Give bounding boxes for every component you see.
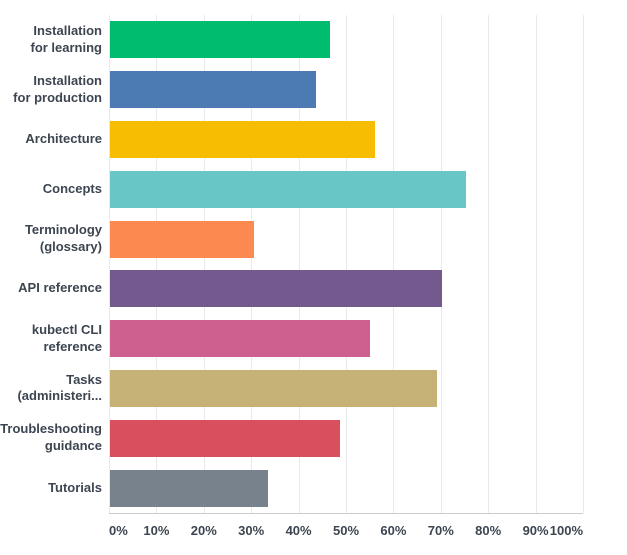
bar xyxy=(110,71,317,109)
category-label: Tutorials xyxy=(48,479,102,495)
bar xyxy=(110,121,375,158)
gridline xyxy=(298,15,300,513)
gridline xyxy=(440,15,442,513)
category-label: Architecture xyxy=(25,131,102,147)
bar xyxy=(110,170,466,208)
x-tick-label: 20% xyxy=(190,523,217,538)
gridline xyxy=(203,15,205,513)
gridline xyxy=(109,15,110,513)
bar xyxy=(110,370,437,407)
category-label: Troubleshooting guidance xyxy=(0,421,102,454)
category-label: Terminology (glossary) xyxy=(24,222,102,255)
category-label: Concepts xyxy=(42,180,102,196)
gridline xyxy=(393,15,395,513)
gridline xyxy=(251,15,253,513)
x-tick-label: 40% xyxy=(285,523,312,538)
gridline xyxy=(156,15,158,513)
gridline xyxy=(346,15,347,513)
gridline xyxy=(535,15,537,513)
bar xyxy=(110,419,341,457)
x-tick-label: 90% xyxy=(522,523,549,538)
category-label: Installation for production xyxy=(13,72,102,105)
x-tick-label: 100% xyxy=(549,523,583,538)
gridline xyxy=(488,15,490,513)
bar xyxy=(110,270,442,308)
bar xyxy=(110,469,268,507)
x-tick-label: 60% xyxy=(380,523,407,538)
gridline xyxy=(583,15,584,513)
x-axis-line xyxy=(109,513,583,514)
x-tick-label: 50% xyxy=(332,523,360,538)
bar xyxy=(110,220,254,258)
x-tick-label: 80% xyxy=(475,523,502,538)
x-tick-label: 30% xyxy=(238,523,265,538)
x-tick-label: 10% xyxy=(143,523,170,538)
x-tick-label: 0% xyxy=(109,523,128,538)
category-label: kubectl CLI reference xyxy=(31,321,102,354)
category-label: Installation for learning xyxy=(30,23,102,55)
category-label: API reference xyxy=(18,280,102,296)
x-tick-label: 70% xyxy=(427,523,454,538)
category-label: Tasks (administeri... xyxy=(17,371,102,404)
bar xyxy=(110,320,370,358)
bar xyxy=(110,21,331,59)
